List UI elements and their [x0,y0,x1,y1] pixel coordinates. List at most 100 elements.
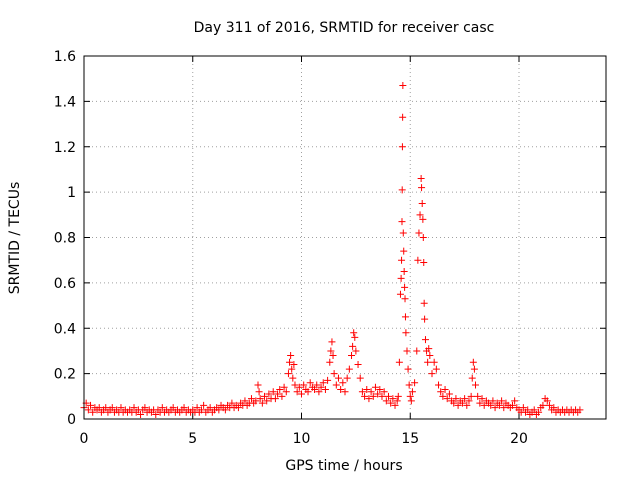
data-point [351,333,359,341]
data-point [405,381,413,389]
data-point [382,397,390,405]
x-tick-label: 0 [80,431,89,447]
y-tick-label: 0.2 [54,367,76,383]
data-point [276,386,284,394]
data-point [469,358,477,366]
data-point [329,351,337,359]
data-point [108,404,116,412]
x-tick-label: 10 [293,431,311,447]
data-point [180,404,188,412]
data-point [158,404,166,412]
data-points [80,81,584,418]
data-point [193,404,201,412]
data-point [391,401,399,409]
data-point [102,404,110,412]
data-point [452,395,460,403]
data-point [271,395,279,403]
data-point [430,358,438,366]
data-point [389,395,397,403]
data-point [258,399,266,407]
data-point [350,329,358,337]
data-point [341,388,349,396]
data-point [265,390,273,398]
data-point [369,392,377,400]
data-point [487,401,495,409]
y-axis-label: SRMTID / TECUs [7,182,23,295]
data-point [399,229,407,237]
data-point [339,379,347,387]
data-point [371,383,379,391]
x-tick-label: 20 [510,431,528,447]
data-point [274,390,282,398]
data-point [290,361,298,369]
data-point [414,256,422,264]
data-point [313,381,321,389]
chart-title: Day 311 of 2016, SRMTID for receiver cas… [194,20,495,36]
data-point [367,388,375,396]
data-point [385,392,392,400]
data-point [413,347,421,355]
data-point [443,395,451,403]
data-point [365,395,373,403]
data-point [197,406,205,414]
data-point [254,381,262,389]
data-point [406,392,414,400]
data-point [376,386,384,394]
data-point [321,386,329,394]
data-point [491,404,499,412]
x-axis-label: GPS time / hours [285,458,402,474]
data-point [435,381,443,389]
data-point [278,392,286,400]
data-point [337,386,345,394]
y-tick-label: 0.8 [54,231,76,247]
data-point [288,365,296,373]
data-point [437,388,445,396]
axis-ticks: 0 0.2 0.4 0.6 0.8 1 1.2 1.4 1.6 0 5 10 15 20 [54,49,606,447]
data-point [401,283,409,291]
data-point [306,379,314,387]
data-point [200,401,208,409]
data-point [439,392,447,400]
data-point [545,401,553,409]
data-point [117,404,125,412]
data-point [550,404,558,412]
data-point [441,386,449,394]
data-point [358,388,366,396]
data-point [495,401,503,409]
data-point [445,390,453,398]
data-point [420,299,428,307]
data-point [284,370,292,378]
data-point [374,390,382,398]
data-point [411,379,419,387]
data-point [425,345,433,353]
data-point [498,397,506,405]
data-point [398,143,406,151]
data-point [399,113,407,121]
data-point [467,392,475,400]
data-point [291,381,299,389]
data-point [304,388,312,396]
y-tick-label: 1.4 [54,94,76,110]
data-point [465,397,473,405]
data-point [543,397,551,405]
data-point [141,404,149,412]
data-point [476,399,484,407]
data-point [252,397,260,405]
data-point [421,315,429,323]
data-point [247,395,255,403]
data-point [228,399,236,407]
data-point [396,290,404,298]
y-tick-label: 1 [67,185,76,201]
data-point [399,81,407,89]
data-point [419,215,427,223]
data-point [401,313,409,321]
data-point [380,388,388,396]
data-point [215,406,223,414]
data-point [295,383,303,391]
data-point [332,381,340,389]
data-point [530,406,538,414]
data-point [234,404,242,412]
data-point [349,342,357,350]
data-point [428,370,436,378]
